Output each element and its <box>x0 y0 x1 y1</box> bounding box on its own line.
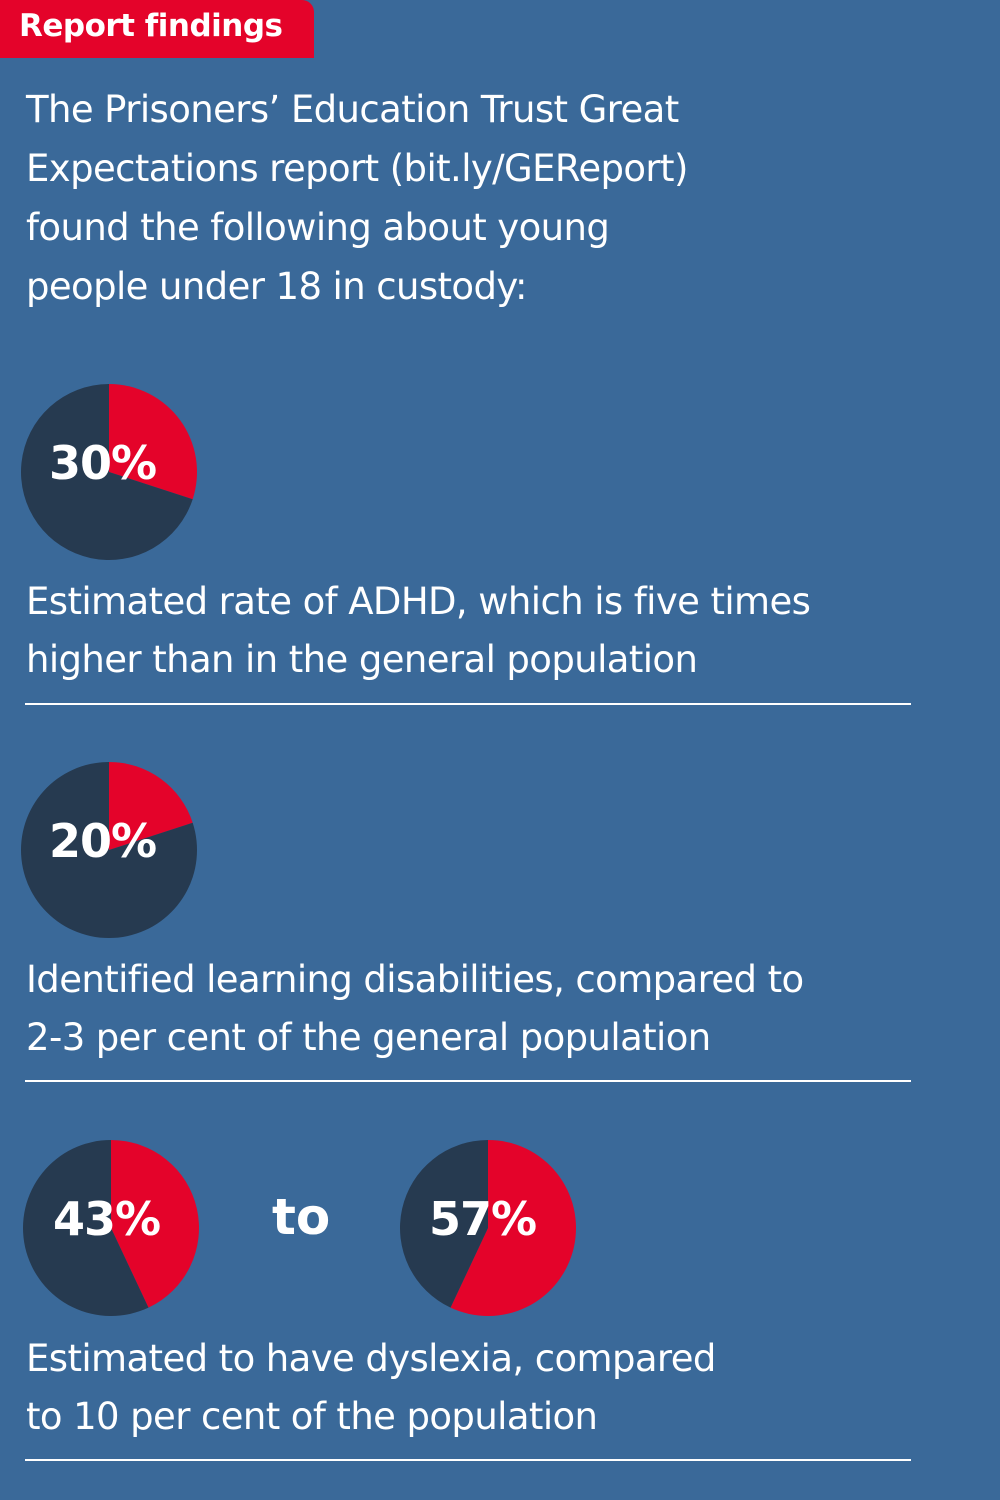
divider <box>25 1080 911 1082</box>
range-connector: to <box>272 1188 331 1246</box>
pie-label-adhd: 30% <box>49 436 157 490</box>
description-line: higher than in the general population <box>26 638 698 681</box>
pie-chart-adhd <box>19 382 199 562</box>
tag-label: Report findings <box>19 8 283 44</box>
pie-slice-share <box>450 1140 576 1316</box>
pie-label-dyslexia-high: 57% <box>429 1192 537 1246</box>
intro-line: people under 18 in custody: <box>26 265 527 308</box>
adhd-description: Estimated rate of ADHD, which is five ti… <box>26 573 946 689</box>
description-line: 2-3 per cent of the general population <box>26 1016 711 1059</box>
pie-chart-dyslexia-low <box>21 1138 201 1318</box>
dyslexia-description: Estimated to have dyslexia, compared to … <box>26 1330 946 1446</box>
pie-slice-remainder <box>21 384 193 560</box>
pie-slice-remainder <box>399 1140 488 1308</box>
description-line: to 10 per cent of the population <box>26 1395 598 1438</box>
pie-slice-share <box>109 384 197 500</box>
description-line: Estimated to have dyslexia, compared <box>26 1337 716 1380</box>
intro-line: The Prisoners’ Education Trust Great <box>26 88 679 131</box>
pie-slice-remainder <box>20 762 197 938</box>
intro-line: found the following about young <box>26 206 610 249</box>
description-line: Identified learning disabilities, compar… <box>26 958 804 1001</box>
intro-text: The Prisoners’ Education Trust Great Exp… <box>26 80 926 316</box>
pie-slice-share <box>109 762 193 850</box>
description-line: Estimated rate of ADHD, which is five ti… <box>26 580 811 623</box>
pie-slice-remainder <box>23 1140 149 1316</box>
pie-chart-dyslexia-high <box>398 1138 578 1318</box>
pie-slice-share <box>111 1140 200 1308</box>
pie-label-dyslexia-low: 43% <box>53 1192 161 1246</box>
report-findings-tag: Report findings <box>0 0 314 58</box>
divider <box>25 1459 911 1461</box>
intro-line: Expectations report (bit.ly/GEReport) <box>26 147 688 190</box>
pie-label-learning-disabilities: 20% <box>49 814 157 868</box>
divider <box>25 703 911 705</box>
pie-chart-learning-disabilities <box>19 760 199 940</box>
learning-disabilities-description: Identified learning disabilities, compar… <box>26 951 946 1067</box>
